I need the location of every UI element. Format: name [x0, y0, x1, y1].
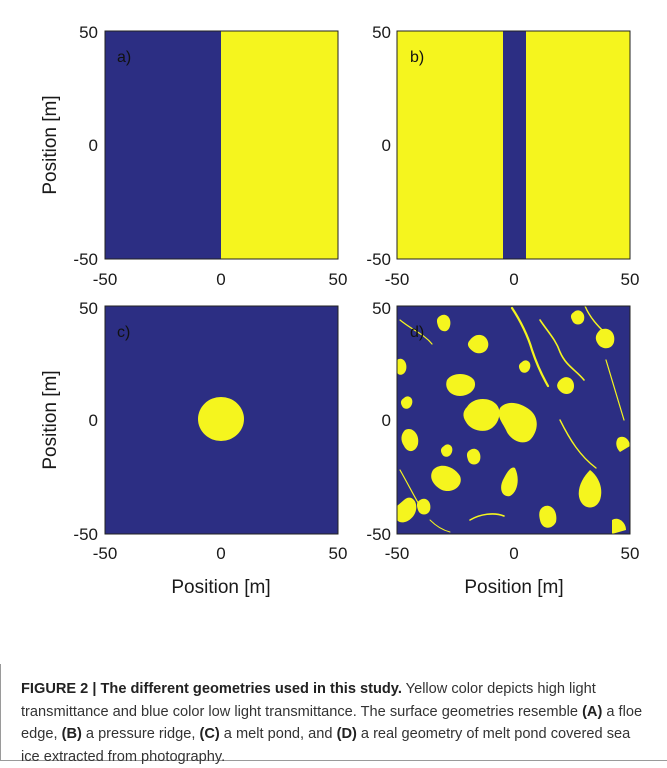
x-axis-label-left: Position [m]: [171, 577, 270, 598]
panel-a-ytick-mid: 0: [89, 136, 98, 155]
y-axis-label-top: Position [m]: [40, 95, 61, 194]
panel-d-ytick-mid: 0: [382, 411, 391, 430]
caption-text-a: a floe edge,: [21, 703, 643, 743]
caption-text-1: Yellow color depicts high light transmit…: [21, 681, 596, 720]
panel-c-label: c): [117, 324, 130, 341]
panel-a-xtick-left: -50: [93, 270, 118, 289]
caption-ref-c: (C): [199, 726, 220, 742]
panel-a-label: a): [117, 49, 131, 66]
panel-b-xtick-right: 50: [621, 270, 640, 289]
caption-ref-b: (B): [61, 726, 82, 742]
panel-c-ytick-mid: 0: [89, 411, 98, 430]
panel-a-xtick-right: 50: [329, 270, 348, 289]
panel-d-ytick-top: 50: [372, 299, 391, 318]
panel-d-cracks: [399, 306, 625, 533]
panel-c: c): [104, 305, 339, 535]
panel-a-ytick-bottom: -50: [73, 250, 98, 269]
panel-d-ytick-bottom: -50: [366, 525, 391, 544]
panel-b-label: b): [410, 49, 424, 66]
panel-b-xtick-left: -50: [385, 270, 410, 289]
panel-b-frame: [396, 30, 631, 260]
caption-text-b: a pressure ridge,: [81, 726, 200, 742]
panel-d-frame: [396, 305, 631, 535]
caption-ref-d: (D): [336, 726, 357, 742]
y-axis-label-bottom: Position [m]: [40, 370, 61, 469]
panel-b-ytick-top: 50: [372, 23, 391, 42]
panel-a-ytick-top: 50: [79, 23, 98, 42]
panel-b-high-region-right: [526, 31, 630, 259]
panel-a-high-region: [221, 31, 338, 259]
caption-ref-a: (A): [582, 703, 603, 720]
panel-b-ytick-bottom: -50: [366, 250, 391, 269]
panel-d-xtick-right: 50: [621, 544, 640, 563]
panel-c-frame: [104, 305, 339, 535]
panel-d-xtick-mid: 0: [509, 544, 518, 563]
panel-c-ytick-top: 50: [79, 299, 98, 318]
panel-c-melt-pond: [198, 397, 244, 441]
panel-b-ytick-mid: 0: [382, 136, 391, 155]
figure-2-panels: Position [m] Position [m] a) b) c): [40, 23, 640, 598]
panel-d: d): [396, 305, 631, 535]
panel-b-xtick-mid: 0: [509, 270, 518, 289]
panel-c-ytick-bottom: -50: [73, 525, 98, 544]
panel-c-xtick-mid: 0: [216, 544, 225, 563]
panel-d-xtick-left: -50: [385, 544, 410, 563]
panel-d-label: d): [410, 324, 424, 341]
panel-a: a): [104, 30, 339, 260]
panel-b-high-region-left: [397, 31, 503, 259]
panel-c-xtick-left: -50: [93, 544, 118, 563]
panel-a-frame: [104, 30, 339, 260]
caption-text-c: a melt pond, and: [219, 726, 337, 742]
figure-caption: FIGURE 2 | The different geometries used…: [21, 678, 651, 768]
panel-a-xtick-mid: 0: [216, 270, 225, 289]
panel-b: b): [396, 30, 631, 260]
caption-label: FIGURE 2 | The different geometries used…: [21, 681, 402, 697]
panel-d-melt-ponds: [397, 310, 630, 534]
x-axis-label-right: Position [m]: [464, 577, 563, 598]
panel-c-xtick-right: 50: [329, 544, 348, 563]
